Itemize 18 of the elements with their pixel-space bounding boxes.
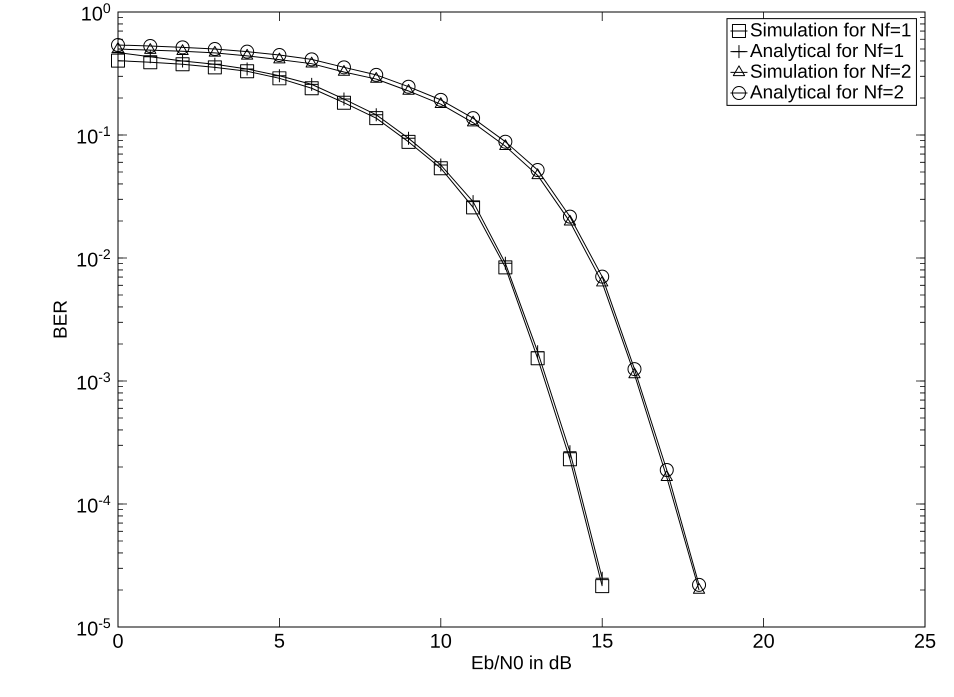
legend-label: Analytical for Nf=2 xyxy=(750,84,904,102)
x-tick-label: 0 xyxy=(113,634,123,648)
x-tick-label: 20 xyxy=(754,634,774,648)
x-tick-label: 25 xyxy=(914,634,936,648)
x-axis-title: Eb/N0 in dB xyxy=(472,655,571,670)
y-tick-label: 10$^{0}$ xyxy=(82,3,110,21)
x-tick-label: 10 xyxy=(431,634,452,648)
x-tick-label: 5 xyxy=(274,634,284,648)
legend-label: Simulation for Nf=1 xyxy=(750,22,910,37)
y-tick-label: 10$^{-4}$ xyxy=(78,495,110,513)
y-tick-label: 10$^{-3}$ xyxy=(78,372,110,390)
y-tick-label: 10$^{-2}$ xyxy=(78,249,110,267)
x-tick-label: 15 xyxy=(592,634,612,648)
y-tick-label: 10$^{-5}$ xyxy=(78,618,110,636)
y-axis-title: BER xyxy=(54,300,67,338)
legend-label: Simulation for Nf=2 xyxy=(750,64,910,78)
y-tick-label: 10$^{-1}$ xyxy=(78,126,110,144)
legend-label: Analytical for Nf=1 xyxy=(750,43,904,61)
